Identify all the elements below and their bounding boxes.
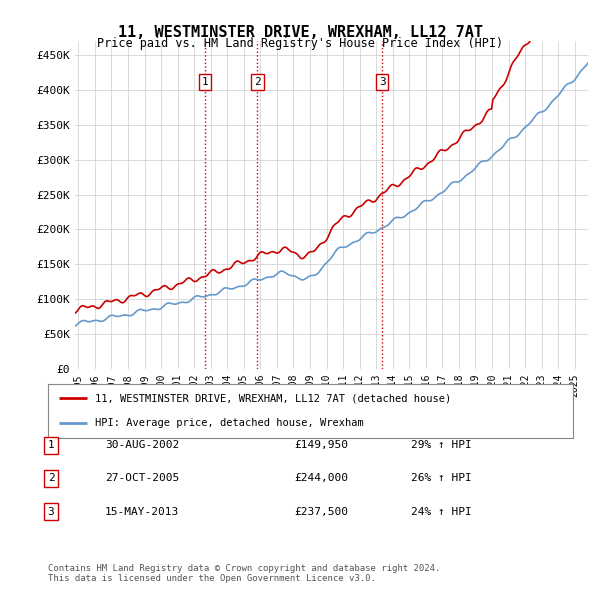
Text: 2: 2 (254, 77, 261, 87)
Text: 15-MAY-2013: 15-MAY-2013 (105, 507, 179, 516)
Text: HPI: Average price, detached house, Wrexham: HPI: Average price, detached house, Wrex… (95, 418, 364, 428)
Text: 29% ↑ HPI: 29% ↑ HPI (411, 441, 472, 450)
Text: 30-AUG-2002: 30-AUG-2002 (105, 441, 179, 450)
Text: 11, WESTMINSTER DRIVE, WREXHAM, LL12 7AT: 11, WESTMINSTER DRIVE, WREXHAM, LL12 7AT (118, 25, 482, 40)
Text: 11, WESTMINSTER DRIVE, WREXHAM, LL12 7AT (detached house): 11, WESTMINSTER DRIVE, WREXHAM, LL12 7AT… (95, 393, 452, 403)
Text: 26% ↑ HPI: 26% ↑ HPI (411, 474, 472, 483)
Text: £149,950: £149,950 (294, 441, 348, 450)
Text: 2: 2 (47, 474, 55, 483)
Text: 1: 1 (47, 441, 55, 450)
Text: £237,500: £237,500 (294, 507, 348, 516)
Text: 3: 3 (379, 77, 386, 87)
Text: Contains HM Land Registry data © Crown copyright and database right 2024.
This d: Contains HM Land Registry data © Crown c… (48, 563, 440, 583)
Text: 3: 3 (47, 507, 55, 516)
Text: £244,000: £244,000 (294, 474, 348, 483)
Text: 24% ↑ HPI: 24% ↑ HPI (411, 507, 472, 516)
Text: 27-OCT-2005: 27-OCT-2005 (105, 474, 179, 483)
Text: 1: 1 (202, 77, 208, 87)
Text: Price paid vs. HM Land Registry's House Price Index (HPI): Price paid vs. HM Land Registry's House … (97, 37, 503, 50)
